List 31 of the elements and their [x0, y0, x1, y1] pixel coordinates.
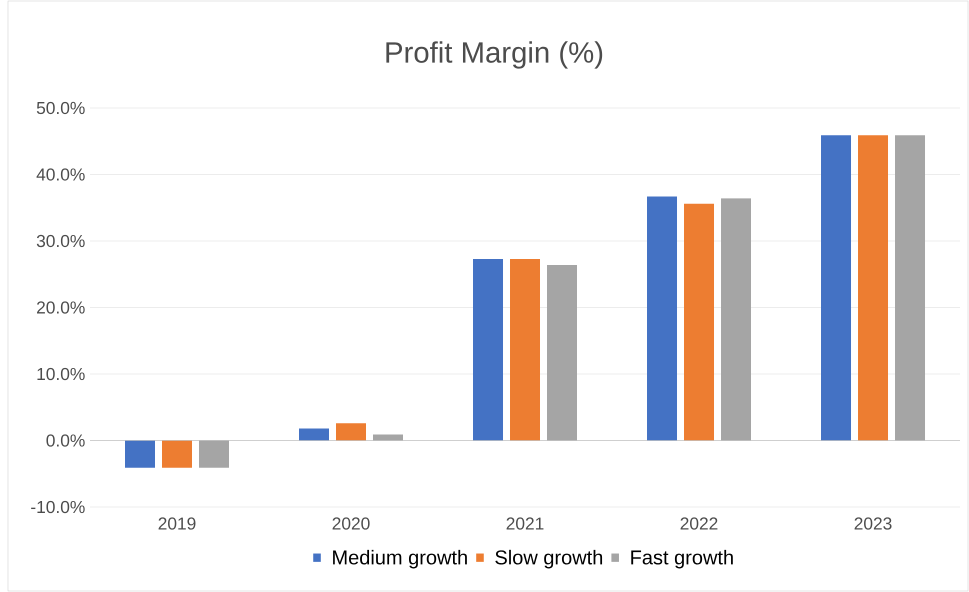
bar: [510, 258, 540, 440]
x-tick-label: 2021: [506, 517, 544, 530]
legend-label: Medium growth: [333, 550, 467, 568]
bar: [895, 135, 926, 440]
y-tick-label: 0.0%: [46, 434, 85, 447]
chart-title: Profit Margin (%): [386, 41, 602, 69]
bar: [473, 258, 504, 440]
x-tick-label: 2019: [158, 517, 196, 530]
x-tick-label: 2023: [854, 517, 892, 530]
bar: [373, 434, 404, 440]
y-tick-label: 20.0%: [37, 301, 85, 314]
bar: [858, 135, 888, 440]
bar: [647, 196, 678, 440]
bar: [199, 440, 230, 468]
bar: [125, 440, 156, 468]
y-tick-label: 30.0%: [36, 234, 85, 248]
bar: [821, 135, 852, 440]
x-tick-label: 2022: [680, 517, 718, 530]
legend-label: Slow growth: [495, 550, 602, 568]
y-tick-label: 40.0%: [36, 168, 85, 181]
y-tick-label: 50.0%: [36, 102, 85, 114]
bar: [162, 440, 192, 468]
legend-label: Fast growth: [631, 550, 733, 568]
bar: [684, 204, 714, 440]
y-tick-label: -10.0%: [31, 500, 85, 514]
bar: [547, 264, 578, 440]
bar: [299, 428, 330, 440]
bar: [721, 198, 752, 440]
bar: [336, 423, 366, 440]
x-tick-label: 2020: [332, 517, 370, 530]
y-tick-label: 10.0%: [37, 368, 85, 380]
